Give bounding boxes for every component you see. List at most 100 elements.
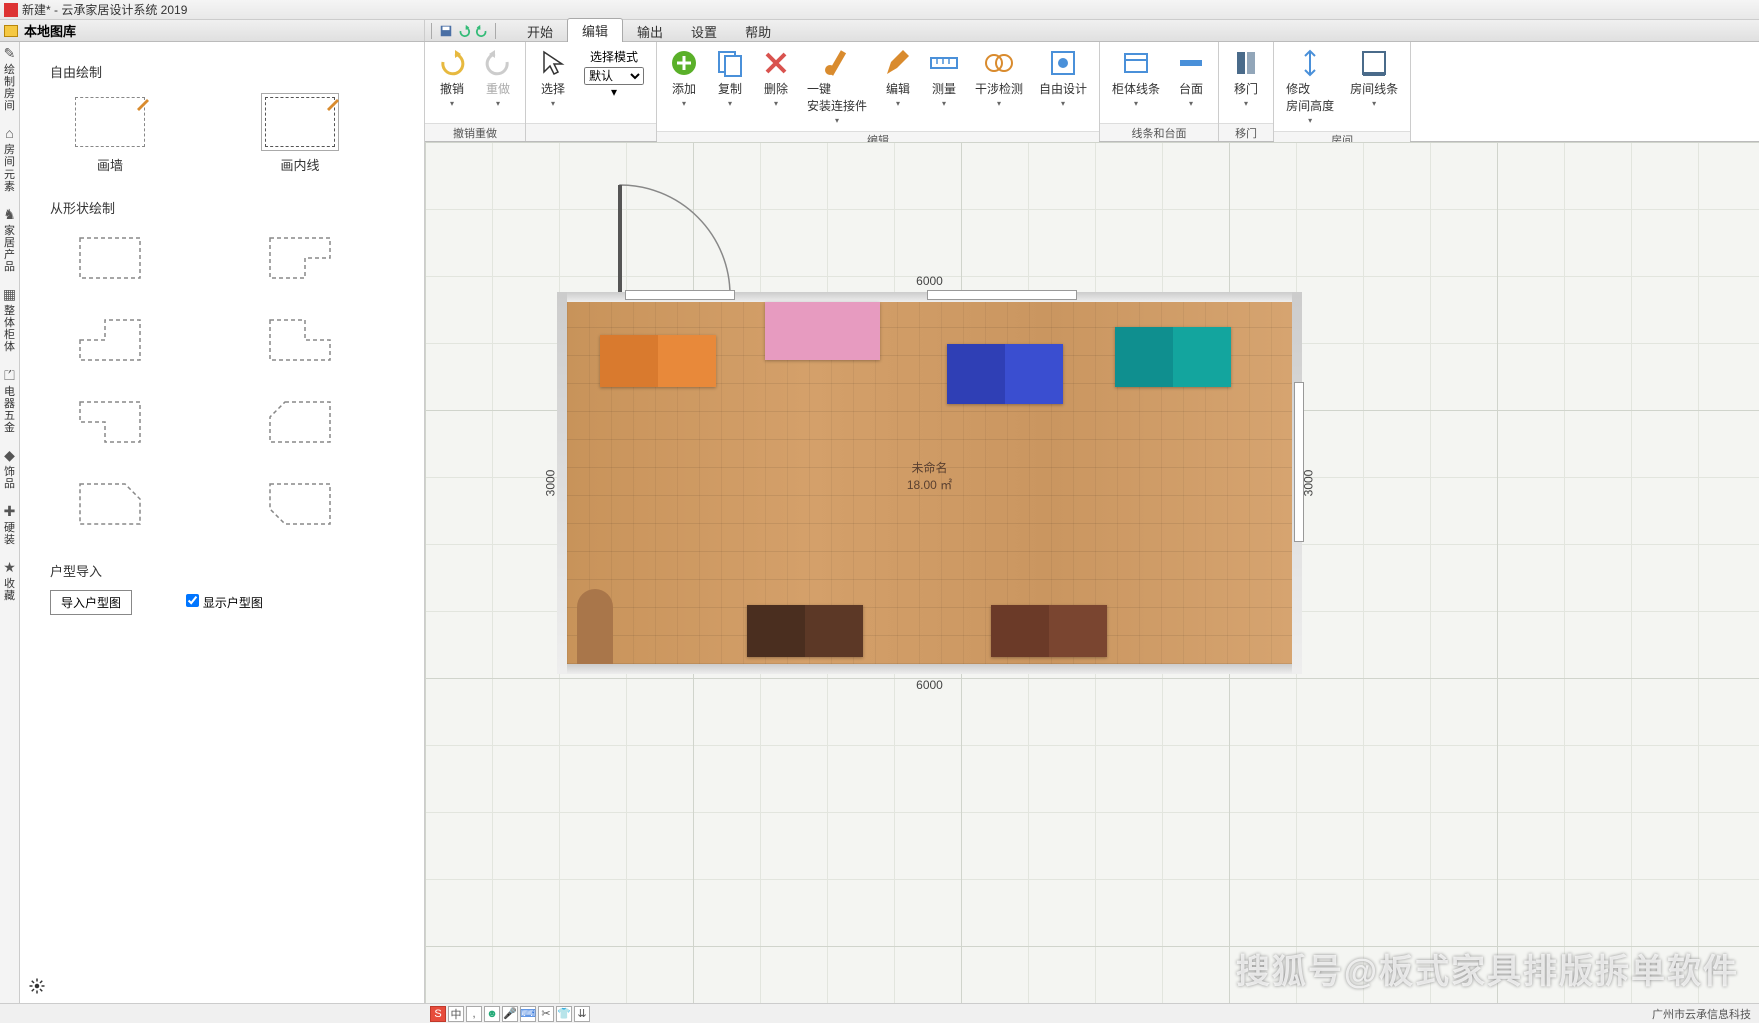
undo-icon <box>437 48 467 78</box>
show-floorplan-checkbox[interactable]: 显示户型图 <box>186 596 262 610</box>
ribbon-free-button[interactable]: 自由设计▾ <box>1033 46 1093 110</box>
select-mode[interactable]: 选择模式默认▾ <box>578 46 650 101</box>
qat-right: 开始编辑输出设置帮助 <box>425 18 789 43</box>
canvas[interactable]: 未命名 18.00 ㎡ 6000 6000 3000 3000 搜狐号@板式家具… <box>425 142 1759 1003</box>
furniture-5[interactable] <box>991 605 1107 657</box>
rail-item-1[interactable]: ⌂房间元素 <box>1 126 19 192</box>
ribbon-slide-door-button[interactable]: 移门▾ <box>1225 46 1267 110</box>
menu-tab-1[interactable]: 编辑 <box>567 18 623 43</box>
fromshape-heading: 从形状绘制 <box>50 198 394 217</box>
rail-item-5[interactable]: ◆饰品 <box>1 448 19 490</box>
room[interactable]: 未命名 18.00 ㎡ 6000 6000 3000 3000 <box>567 302 1292 664</box>
qat-bar: 本地图库 开始编辑输出设置帮助 <box>0 20 1759 42</box>
wall-bottom <box>557 664 1302 674</box>
ribbon-plus-circle-button[interactable]: 添加▾ <box>663 46 705 110</box>
ribbon-copy-button[interactable]: 复制▾ <box>709 46 751 110</box>
menu-tab-0[interactable]: 开始 <box>513 20 567 43</box>
ribbon-pencil-button[interactable]: 编辑▾ <box>877 46 919 110</box>
redo-icon <box>483 48 513 78</box>
ribbon-x-button[interactable]: 删除▾ <box>755 46 797 110</box>
shape-label: 画墙 <box>50 155 170 174</box>
furniture-3[interactable] <box>1115 327 1231 387</box>
ribbon-group-label: 撤销重做 <box>425 123 525 141</box>
furniture-0[interactable] <box>600 335 716 387</box>
shape-panel: 自由绘制 画墙 画内线 从形状绘制 户型导入 导入户型图 显示户型图 <box>20 42 425 1003</box>
shape-template-2[interactable] <box>50 315 170 373</box>
ribbon-height-button[interactable]: 修改房间高度▾ <box>1280 46 1340 127</box>
import-heading: 户型导入 <box>50 561 394 580</box>
furniture-4[interactable] <box>747 605 863 657</box>
select-mode-dropdown[interactable]: 默认 <box>584 67 644 85</box>
title-bar: 新建* - 云承家居设计系统 2019 <box>0 0 1759 20</box>
cursor-icon <box>538 48 568 78</box>
room-area: 18.00 ㎡ <box>907 476 952 493</box>
save-icon[interactable] <box>439 24 453 38</box>
window-0[interactable] <box>625 290 735 300</box>
shape-template-6[interactable] <box>50 479 170 537</box>
copy-icon <box>715 48 745 78</box>
ribbon-wrench-button[interactable]: 一键安装连接件▾ <box>801 46 873 127</box>
shape-label: 画内线 <box>240 155 360 174</box>
left-rail: ✎绘制房间 ⌂房间元素 ♞家居产品 ▦整体柜体 ⏍电器五金 ◆饰品 ✚硬装 ★收藏 <box>0 42 20 1003</box>
window-2[interactable] <box>1294 382 1304 542</box>
gear-icon[interactable] <box>28 977 46 995</box>
folder-icon <box>4 25 18 37</box>
ribbon-group-label: 移门 <box>1219 123 1273 141</box>
local-library-label[interactable]: 本地图库 <box>24 21 76 40</box>
cabinet-line-icon <box>1121 48 1151 78</box>
rail-item-0[interactable]: ✎绘制房间 <box>1 46 19 112</box>
menu-tab-2[interactable]: 输出 <box>623 20 677 43</box>
counter-icon <box>1176 48 1206 78</box>
puzzle-icon: ✚ <box>2 504 18 520</box>
app-icon <box>4 3 18 17</box>
furniture-1[interactable] <box>765 302 880 360</box>
furniture-2[interactable] <box>947 344 1063 404</box>
shape-template-7[interactable] <box>240 479 360 537</box>
shape-draw-inner-line[interactable]: 画内线 <box>240 97 360 174</box>
shape-template-5[interactable] <box>240 397 360 455</box>
ribbon-undo-button[interactable]: 撤销▾ <box>431 46 473 110</box>
window-1[interactable] <box>927 290 1077 300</box>
ime-bar[interactable]: S 中 , ☻ 🎤 ⌨ ✂ 👕 ⇊ <box>430 1006 590 1022</box>
import-floorplan-button[interactable]: 导入户型图 <box>50 590 132 615</box>
rail-item-6[interactable]: ✚硬装 <box>1 504 19 546</box>
deco-icon: ◆ <box>2 448 18 464</box>
window-title: 新建* - 云承家居设计系统 2019 <box>22 1 187 18</box>
rail-item-4[interactable]: ⏍电器五金 <box>1 368 19 434</box>
x-icon <box>761 48 791 78</box>
rail-item-7[interactable]: ★收藏 <box>1 560 19 602</box>
plus-circle-icon <box>669 48 699 78</box>
ribbon-room-line-button[interactable]: 房间线条▾ <box>1344 46 1404 110</box>
undo-qat-icon[interactable] <box>457 24 471 38</box>
ribbon-cabinet-line-button[interactable]: 柜体线条▾ <box>1106 46 1166 110</box>
status-bar: S 中 , ☻ 🎤 ⌨ ✂ 👕 ⇊ 广州市云承信息科技 <box>0 1003 1759 1023</box>
ribbon-collision-button[interactable]: 干涉检测▾ <box>969 46 1029 110</box>
shape-template-3[interactable] <box>240 315 360 373</box>
ribbon-counter-button[interactable]: 台面▾ <box>1170 46 1212 110</box>
dim-top: 6000 <box>916 274 943 288</box>
redo-qat-icon[interactable] <box>475 24 489 38</box>
shape-template-4[interactable] <box>50 397 170 455</box>
ribbon-ruler-button[interactable]: 测量▾ <box>923 46 965 110</box>
door[interactable] <box>577 589 613 664</box>
menu-tab-3[interactable]: 设置 <box>677 20 731 43</box>
shape-template-1[interactable] <box>240 233 360 291</box>
rail-item-2[interactable]: ♞家居产品 <box>1 207 19 273</box>
star-icon: ★ <box>2 560 18 576</box>
free-icon <box>1048 48 1078 78</box>
ribbon: 撤销▾重做▾撤销重做选择▾选择模式默认▾添加▾复制▾删除▾一键安装连接件▾编辑▾… <box>425 42 1759 142</box>
grid-icon: ▦ <box>2 287 18 303</box>
door-arc <box>615 180 735 300</box>
menu-tab-4[interactable]: 帮助 <box>731 20 785 43</box>
watermark: 搜狐号@板式家具排版拆单软件 <box>1236 944 1739 993</box>
shape-draw-wall[interactable]: 画墙 <box>50 97 170 174</box>
ribbon-cursor-button[interactable]: 选择▾ <box>532 46 574 110</box>
show-floorplan-label: 显示户型图 <box>203 596 263 610</box>
shape-template-0[interactable] <box>50 233 170 291</box>
ribbon-group-label: 线条和台面 <box>1100 123 1218 141</box>
collision-icon <box>984 48 1014 78</box>
show-floorplan-input[interactable] <box>186 594 199 607</box>
plug-icon: ⏍ <box>2 368 18 384</box>
rail-item-3[interactable]: ▦整体柜体 <box>1 287 19 353</box>
draw-icon: ✎ <box>2 46 18 62</box>
